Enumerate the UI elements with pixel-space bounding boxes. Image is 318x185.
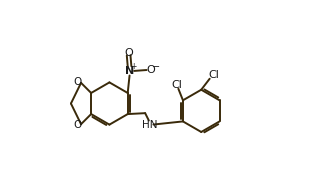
Text: Cl: Cl	[171, 80, 182, 90]
Text: +: +	[130, 62, 137, 71]
Text: O: O	[73, 77, 81, 87]
Text: O: O	[124, 48, 133, 58]
Text: Cl: Cl	[208, 70, 219, 80]
Text: O: O	[146, 65, 155, 75]
Text: O: O	[73, 120, 81, 130]
Text: HN: HN	[142, 120, 157, 130]
Text: N: N	[125, 66, 134, 76]
Text: −: −	[152, 62, 160, 72]
